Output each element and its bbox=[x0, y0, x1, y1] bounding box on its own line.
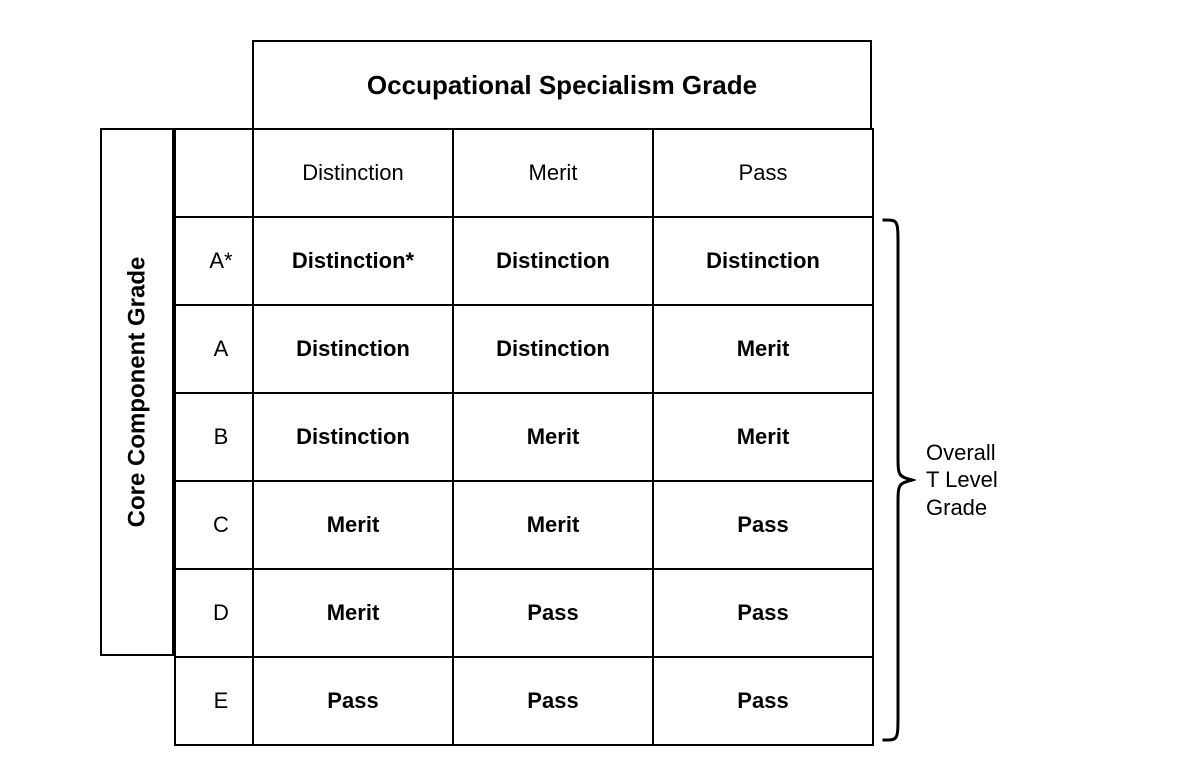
brace-icon bbox=[880, 216, 916, 744]
col-header-distinction: Distinction bbox=[253, 129, 453, 217]
cell: Distinction* bbox=[253, 217, 453, 305]
cell: Pass bbox=[653, 657, 873, 745]
brace-label: Overall T Level Grade bbox=[926, 439, 998, 522]
cell: Pass bbox=[453, 657, 653, 745]
table-row: B Distinction Merit Merit bbox=[175, 393, 873, 481]
cell: Merit bbox=[453, 393, 653, 481]
table-row: E Pass Pass Pass bbox=[175, 657, 873, 745]
left-axis-label-box: Core Component Grade bbox=[100, 128, 174, 656]
row-label: A* bbox=[175, 217, 253, 305]
table-row: A Distinction Distinction Merit bbox=[175, 305, 873, 393]
cell: Pass bbox=[253, 657, 453, 745]
cell: Pass bbox=[453, 569, 653, 657]
cell: Merit bbox=[253, 569, 453, 657]
brace-label-line: T Level bbox=[926, 466, 998, 494]
cell: Merit bbox=[253, 481, 453, 569]
brace-area: Overall T Level Grade bbox=[880, 216, 998, 744]
table-row: A* Distinction* Distinction Distinction bbox=[175, 217, 873, 305]
cell: Distinction bbox=[453, 217, 653, 305]
brace-label-line: Overall bbox=[926, 439, 998, 467]
col-header-pass: Pass bbox=[653, 129, 873, 217]
cell: Distinction bbox=[253, 305, 453, 393]
left-axis-label: Core Component Grade bbox=[123, 257, 151, 528]
row-label: B bbox=[175, 393, 253, 481]
table-row: C Merit Merit Pass bbox=[175, 481, 873, 569]
corner-cell bbox=[175, 129, 253, 217]
cell: Distinction bbox=[253, 393, 453, 481]
cell: Merit bbox=[453, 481, 653, 569]
left-axis-spacer bbox=[100, 40, 174, 128]
cell: Pass bbox=[653, 569, 873, 657]
cell: Distinction bbox=[453, 305, 653, 393]
brace-label-line: Grade bbox=[926, 494, 998, 522]
grade-matrix: Core Component Grade Occupational Specia… bbox=[100, 40, 874, 746]
cell: Merit bbox=[653, 393, 873, 481]
column-header-row: Distinction Merit Pass bbox=[175, 129, 873, 217]
cell: Merit bbox=[653, 305, 873, 393]
left-axis-wrap: Core Component Grade bbox=[100, 40, 174, 746]
row-label: D bbox=[175, 569, 253, 657]
row-label: C bbox=[175, 481, 253, 569]
table-row: D Merit Pass Pass bbox=[175, 569, 873, 657]
row-label: A bbox=[175, 305, 253, 393]
grade-table: Distinction Merit Pass A* Distinction* D… bbox=[174, 128, 874, 746]
col-header-merit: Merit bbox=[453, 129, 653, 217]
top-axis-label: Occupational Specialism Grade bbox=[252, 40, 872, 128]
cell: Pass bbox=[653, 481, 873, 569]
row-label: E bbox=[175, 657, 253, 745]
grid-wrap: Occupational Specialism Grade Distinctio… bbox=[174, 40, 874, 746]
cell: Distinction bbox=[653, 217, 873, 305]
